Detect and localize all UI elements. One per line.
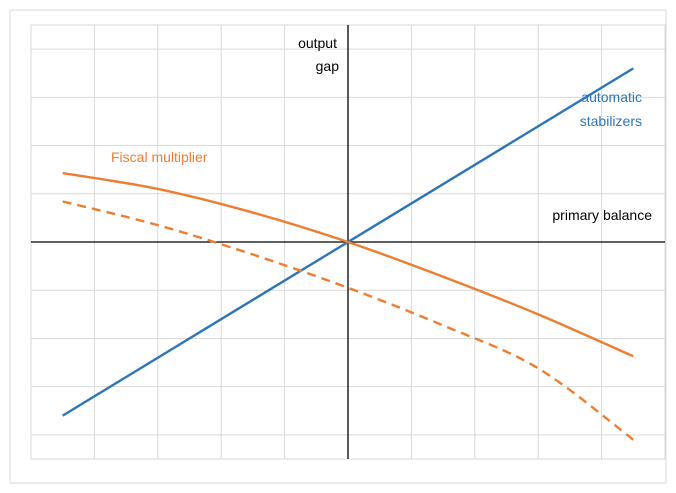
series-label-automatic-stabilizers-2: stabilizers	[580, 113, 642, 129]
chart-frame	[9, 9, 667, 484]
y-axis-label-line-2: gap	[316, 58, 340, 74]
series-line-dashed-fiscal-multiplier	[62, 200, 635, 441]
x-axis-label: primary balance	[552, 207, 652, 223]
series-label-automatic-stabilizers-1: automatic	[581, 89, 642, 105]
series-lines	[62, 67, 635, 441]
series-line-fiscal-multiplier	[62, 171, 634, 358]
series-label-fiscal-multiplier: Fiscal multiplier	[111, 149, 208, 165]
y-axis-label-line-1: output	[298, 35, 337, 51]
